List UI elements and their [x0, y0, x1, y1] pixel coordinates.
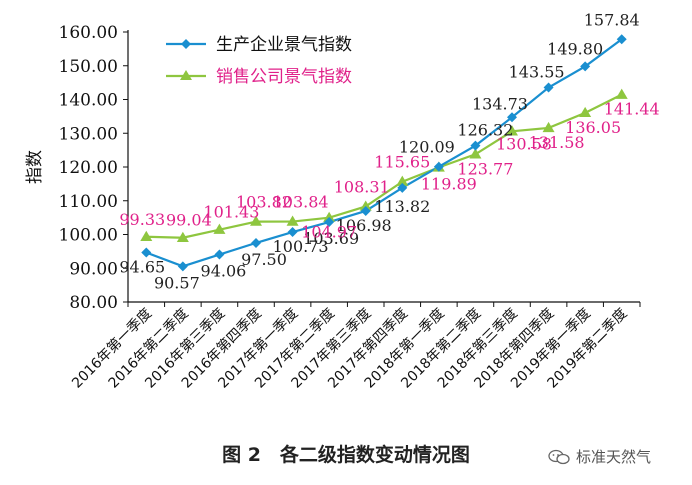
production-point [287, 227, 298, 238]
sales-data-label: 104.97 [301, 223, 357, 242]
production-data-label: 97.50 [241, 250, 287, 269]
production-data-label: 100.73 [273, 237, 329, 256]
y-tick-label: 140.00 [59, 91, 118, 111]
sales-data-label: 130.58 [496, 134, 552, 153]
sales-point [469, 148, 482, 159]
sales-point [140, 230, 153, 241]
y-tick-label: 110.00 [59, 192, 118, 212]
production-point [177, 261, 188, 272]
production-point [141, 247, 152, 258]
production-data-label: 126.32 [457, 121, 513, 140]
sales-point [286, 215, 299, 226]
y-axis-title: 指数 [25, 150, 45, 184]
production-data-label: 106.98 [336, 216, 392, 235]
production-point [360, 205, 371, 216]
production-data-label: 94.06 [201, 262, 247, 281]
production-data-label: 113.82 [374, 197, 430, 216]
sales-data-label: 119.89 [421, 174, 477, 193]
sales-data-label: 103.84 [273, 193, 329, 212]
production-data-label: 103.69 [303, 229, 359, 248]
sales-data-label: 123.77 [457, 159, 513, 178]
series-line-sales [146, 93, 623, 239]
sales-data-label: 99.33 [119, 210, 165, 229]
sales-data-label: 115.65 [374, 153, 430, 172]
y-tick-label: 90.00 [69, 259, 118, 279]
sales-data-label: 103.82 [236, 193, 292, 212]
sales-data-label: 101.43 [203, 203, 259, 222]
production-data-label: 149.80 [547, 39, 603, 58]
y-tick-label: 150.00 [59, 57, 118, 77]
production-point [543, 82, 554, 93]
production-point [324, 217, 335, 228]
y-tick-label: 100.00 [59, 226, 118, 246]
production-point [507, 112, 517, 123]
sales-data-label: 108.31 [334, 177, 390, 196]
sales-data-label: 131.58 [529, 133, 585, 152]
y-tick-label: 120.00 [59, 158, 118, 178]
production-data-label: 143.55 [509, 63, 565, 82]
sales-point [323, 211, 336, 222]
y-tick-label: 160.00 [59, 23, 118, 43]
production-data-label: 157.84 [584, 10, 640, 29]
production-data-label: 90.57 [154, 273, 200, 292]
sales-point [579, 106, 592, 118]
production-point [433, 161, 444, 172]
series-line-production [145, 38, 623, 268]
sales-data-label: 136.05 [565, 118, 621, 137]
watermark: 标准天然气 [548, 446, 651, 467]
production-data-label: 134.73 [472, 94, 528, 113]
sales-point [506, 125, 518, 136]
sales-point [396, 175, 409, 186]
production-point [470, 140, 481, 151]
sales-point [213, 223, 226, 234]
y-tick-label: 80.00 [69, 293, 118, 313]
legend-marker-production [181, 39, 191, 49]
y-tick-label: 130.00 [59, 124, 118, 144]
sales-point [176, 231, 189, 242]
legend-label-production: 生产企业景气指数 [216, 35, 352, 55]
production-point [580, 61, 591, 72]
legend-label-sales: 销售公司景气指数 [216, 67, 352, 87]
production-data-label: 94.65 [119, 258, 165, 277]
production-point [251, 237, 261, 248]
watermark-text: 标准天然气 [576, 448, 652, 466]
production-point [397, 182, 408, 193]
sales-data-label: 141.44 [604, 100, 660, 119]
sales-data-label: 99.04 [166, 211, 212, 230]
line-chart: 80.00 90.00 100.00 110.00 120.00 130.00 140.00… [25, 10, 660, 391]
legend-marker-sales [180, 70, 192, 80]
wechat-icon [548, 449, 570, 464]
figure-caption: 图 2 各二级指数变动情况图 [222, 444, 470, 466]
production-point [616, 34, 627, 45]
production-point [214, 249, 225, 260]
sales-point [542, 121, 555, 133]
production-data-label: 120.09 [399, 138, 455, 157]
sales-point [615, 88, 628, 99]
sales-point [359, 200, 372, 211]
sales-point [250, 215, 262, 226]
